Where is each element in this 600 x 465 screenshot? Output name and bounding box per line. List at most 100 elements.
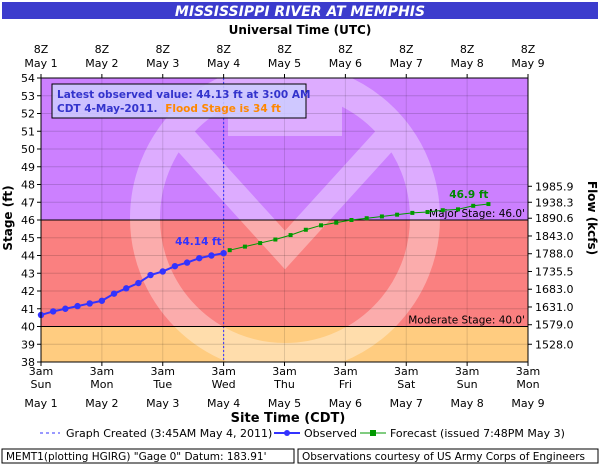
stage-tick-label: 38 bbox=[21, 356, 35, 369]
site-tick-date: May 2 bbox=[85, 397, 118, 410]
forecast-point bbox=[303, 227, 308, 232]
site-tick-time: 3am bbox=[29, 365, 53, 378]
stage-tick-label: 51 bbox=[21, 125, 35, 138]
latest-value-line1: Latest observed value: 44.13 ft at 3:00 … bbox=[57, 89, 310, 101]
stage-tick-label: 46 bbox=[21, 214, 35, 227]
forecast-point bbox=[455, 207, 460, 212]
site-tick-date: May 8 bbox=[451, 397, 484, 410]
legend-created: Graph Created (3:45AM May 4, 2011) bbox=[66, 427, 272, 440]
utc-tick-date: May 4 bbox=[207, 57, 240, 70]
observed-point bbox=[171, 262, 179, 270]
observed-point bbox=[86, 300, 93, 307]
bottom-axis-title: Site Time (CDT) bbox=[231, 411, 346, 426]
footer-left-box: MEMT1(plotting HGIRG) "Gage 0" Datum: 18… bbox=[1, 448, 295, 464]
forecast-point bbox=[425, 210, 430, 215]
site-tick-weekday: Fri bbox=[339, 378, 352, 391]
stage-tick-label: 52 bbox=[21, 108, 35, 121]
flow-tick-label: 1528.0 bbox=[535, 338, 574, 351]
utc-tick-hour: 8Z bbox=[95, 43, 110, 56]
observed-point bbox=[49, 308, 57, 315]
legend-observed-marker bbox=[284, 430, 290, 436]
utc-tick-date: May 9 bbox=[511, 57, 544, 70]
utc-tick-date: May 1 bbox=[24, 57, 57, 70]
flow-tick-label: 1788.0 bbox=[535, 248, 574, 261]
observed-point bbox=[74, 302, 81, 310]
utc-tick-hour: 8Z bbox=[34, 43, 49, 56]
stage-tick-label: 48 bbox=[21, 179, 35, 192]
flow-tick-label: 1579.0 bbox=[535, 319, 574, 332]
flow-tick-label: 1938.3 bbox=[535, 196, 574, 209]
observed-point bbox=[135, 279, 142, 287]
utc-tick-hour: 8Z bbox=[277, 43, 292, 56]
legend-forecast-marker bbox=[370, 430, 376, 436]
stage-tick-label: 47 bbox=[21, 196, 35, 209]
forecast-point bbox=[440, 208, 445, 213]
forecast-point bbox=[273, 237, 278, 242]
flow-axis-title: Flow (kcfs) bbox=[585, 181, 599, 255]
stage-tick-label: 44 bbox=[21, 250, 35, 263]
flow-tick-label: 1985.9 bbox=[535, 180, 574, 193]
site-tick-weekday: Sat bbox=[397, 378, 416, 391]
chart-title: MISSISSIPPI RIVER AT MEMPHIS bbox=[175, 4, 425, 20]
utc-tick-hour: 8Z bbox=[460, 43, 475, 56]
title-bar bbox=[2, 2, 598, 19]
flood-stage-note: Flood Stage is 34 ft bbox=[165, 103, 281, 115]
stage-tick-label: 54 bbox=[21, 72, 35, 85]
forecast-point bbox=[486, 202, 491, 207]
latest-value-line2: CDT 4-May-2011. bbox=[57, 103, 158, 115]
utc-tick-date: May 6 bbox=[329, 57, 362, 70]
observed-point bbox=[208, 252, 215, 259]
forecast-point bbox=[288, 233, 293, 238]
site-tick-date: May 6 bbox=[329, 397, 362, 410]
utc-tick-date: May 3 bbox=[146, 57, 179, 70]
forecast-point bbox=[349, 218, 354, 222]
footer-right-box: Observations courtesy of US Army Corps o… bbox=[297, 448, 599, 464]
forecast-point bbox=[410, 210, 415, 215]
flow-tick-label: 1683.0 bbox=[535, 283, 574, 296]
threshold-labels: Moderate Stage: 40.0' Major Stage: 46.0' bbox=[41, 208, 528, 327]
observed-point bbox=[196, 254, 203, 262]
site-tick-time: 3am bbox=[394, 365, 418, 378]
stage-tick-label: 43 bbox=[21, 267, 35, 280]
threshold-label: Moderate Stage: 40.0' bbox=[408, 315, 525, 327]
forecast-point bbox=[258, 241, 263, 246]
stage-tick-label: 42 bbox=[21, 285, 35, 298]
site-tick-time: 3am bbox=[211, 365, 235, 378]
site-tick-date: May 1 bbox=[24, 397, 57, 410]
utc-tick-hour: 8Z bbox=[155, 43, 170, 56]
utc-tick-date: May 5 bbox=[268, 57, 301, 70]
utc-tick-date: May 2 bbox=[85, 57, 118, 70]
site-tick-time: 3am bbox=[516, 365, 540, 378]
series-end-label: 44.14 ft bbox=[175, 236, 221, 248]
stage-tick-label: 49 bbox=[21, 161, 35, 174]
stage-tick-label: 39 bbox=[21, 338, 35, 351]
site-tick-date: May 3 bbox=[146, 397, 179, 410]
site-tick-time: 3am bbox=[272, 365, 296, 378]
series-line-observed bbox=[40, 252, 224, 316]
site-tick-time: 3am bbox=[333, 365, 357, 378]
flow-tick-label: 1843.0 bbox=[535, 230, 574, 243]
stage-axis-title: Stage (ft) bbox=[1, 185, 15, 250]
stage-tick-label: 40 bbox=[21, 321, 35, 334]
top-axis-title: Universal Time (UTC) bbox=[229, 23, 372, 37]
stage-tick-label: 53 bbox=[21, 90, 35, 103]
observed-point bbox=[110, 290, 118, 297]
series-line-forecast bbox=[229, 203, 489, 251]
forecast-point bbox=[319, 223, 324, 228]
forecast-point bbox=[242, 244, 247, 249]
site-tick-date: May 4 bbox=[207, 397, 240, 410]
forecast-point bbox=[471, 203, 476, 208]
site-tick-time: 3am bbox=[90, 365, 114, 378]
observed-point bbox=[98, 297, 106, 304]
threshold-label: Major Stage: 46.0' bbox=[429, 208, 525, 220]
observed-point bbox=[159, 268, 166, 275]
legend: Graph Created (3:45AM May 4, 2011) Obser… bbox=[40, 427, 565, 440]
site-tick-time: 3am bbox=[455, 365, 479, 378]
utc-tick-hour: 8Z bbox=[399, 43, 414, 56]
site-tick-weekday: Wed bbox=[212, 378, 236, 391]
footer-datum: MEMT1(plotting HGIRG) "Gage 0" Datum: 18… bbox=[6, 451, 267, 463]
site-tick-weekday: Thu bbox=[273, 378, 295, 391]
